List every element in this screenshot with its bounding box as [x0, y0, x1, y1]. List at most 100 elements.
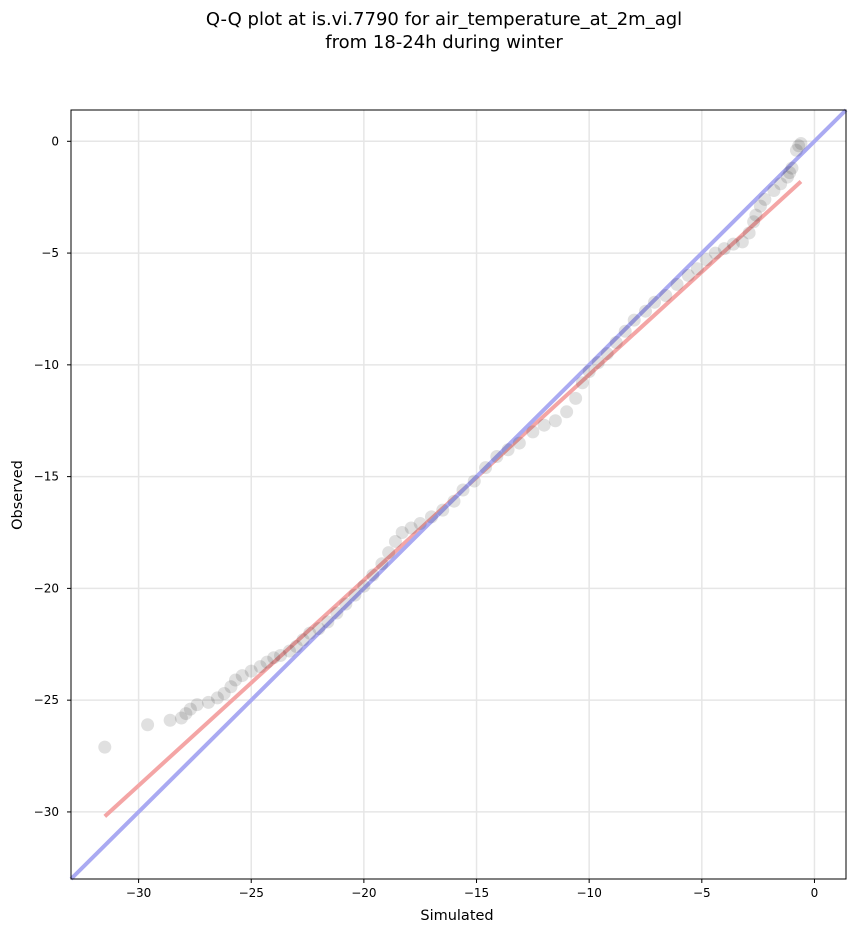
data-point: [224, 680, 238, 694]
data-point: [794, 137, 808, 151]
data-point: [783, 166, 797, 180]
y-axis-label: Observed: [10, 460, 26, 530]
chart-title: Q-Q plot at is.vi.7790 for air_temperatu…: [206, 9, 682, 30]
data-point: [244, 664, 258, 678]
data-point: [490, 449, 504, 463]
data-point: [413, 517, 427, 531]
x-tick-label: −20: [351, 886, 376, 900]
data-point: [253, 660, 267, 674]
data-point: [774, 177, 788, 191]
y-tick-label: −30: [34, 805, 59, 819]
data-point: [785, 161, 799, 175]
y-tick-label: −15: [34, 470, 59, 484]
data-point: [767, 183, 781, 197]
x-axis-ticks: −30 −25 −20 −15 −10 −5 0: [126, 879, 818, 900]
data-point: [560, 405, 574, 419]
data-point: [436, 503, 450, 517]
data-point: [591, 356, 605, 370]
data-point: [404, 521, 418, 535]
data-point: [303, 626, 317, 640]
data-point: [747, 215, 761, 229]
data-point: [526, 425, 540, 439]
data-point: [447, 494, 461, 508]
data-point: [217, 686, 231, 700]
x-tick-label: −10: [577, 886, 602, 900]
data-point: [670, 277, 684, 291]
grid-lines: [71, 110, 846, 879]
data-point: [758, 192, 772, 206]
data-point: [780, 170, 794, 184]
data-point: [330, 606, 344, 620]
data-point: [283, 644, 297, 658]
data-point: [690, 262, 704, 276]
data-point: [163, 713, 177, 727]
data-point: [366, 568, 380, 582]
chart-subtitle: from 18-24h during winter: [325, 32, 563, 53]
reference-lines: [69, 108, 848, 881]
plot-frame: [70, 109, 847, 880]
data-point: [210, 691, 224, 705]
data-point: [339, 597, 353, 611]
data-point: [569, 391, 583, 405]
data-point: [479, 461, 493, 475]
data-point: [382, 546, 396, 560]
data-point: [424, 510, 438, 524]
scatter-points: [98, 137, 808, 754]
data-point: [627, 313, 641, 327]
data-point: [321, 615, 335, 629]
x-tick-label: 0: [811, 886, 819, 900]
data-point: [735, 235, 749, 249]
data-point: [395, 526, 409, 540]
data-point: [235, 669, 249, 683]
data-point: [742, 226, 756, 240]
y-tick-label: −25: [34, 693, 59, 707]
data-point: [512, 436, 526, 450]
data-point: [717, 242, 731, 256]
x-axis-label: Simulated: [420, 908, 493, 924]
data-point: [648, 295, 662, 309]
data-point: [201, 695, 215, 709]
data-point: [388, 534, 402, 548]
data-point: [289, 640, 303, 654]
data-point: [183, 702, 197, 716]
data-point: [792, 139, 806, 153]
data-point: [179, 707, 193, 721]
data-point: [190, 698, 204, 712]
data-point: [582, 365, 596, 379]
data-point: [708, 246, 722, 260]
data-point: [296, 633, 310, 647]
data-point: [618, 324, 632, 338]
data-point: [726, 237, 740, 251]
x-tick-label: −25: [239, 886, 264, 900]
data-point: [638, 304, 652, 318]
data-point: [548, 414, 562, 428]
data-point: [659, 289, 673, 303]
y-tick-label: −10: [34, 358, 59, 372]
x-tick-label: −5: [693, 886, 711, 900]
data-point: [260, 655, 274, 669]
data-point: [699, 253, 713, 267]
data-point: [467, 474, 481, 488]
y-tick-label: −5: [41, 246, 59, 260]
data-point: [749, 208, 763, 222]
x-tick-label: −15: [464, 886, 489, 900]
data-point: [174, 711, 188, 725]
data-point: [357, 579, 371, 593]
data-point: [600, 347, 614, 361]
data-point: [609, 335, 623, 349]
data-point: [375, 557, 389, 571]
data-point: [575, 376, 589, 390]
reference-line: [69, 108, 848, 881]
y-tick-label: 0: [51, 134, 59, 148]
data-point: [681, 268, 695, 282]
data-point: [789, 143, 803, 157]
data-point: [501, 443, 515, 457]
x-tick-label: −30: [126, 886, 151, 900]
data-point: [348, 588, 362, 602]
data-point: [312, 622, 326, 636]
data-point: [274, 648, 288, 662]
data-point: [267, 651, 281, 665]
data-point: [537, 418, 551, 432]
data-point: [456, 483, 470, 497]
